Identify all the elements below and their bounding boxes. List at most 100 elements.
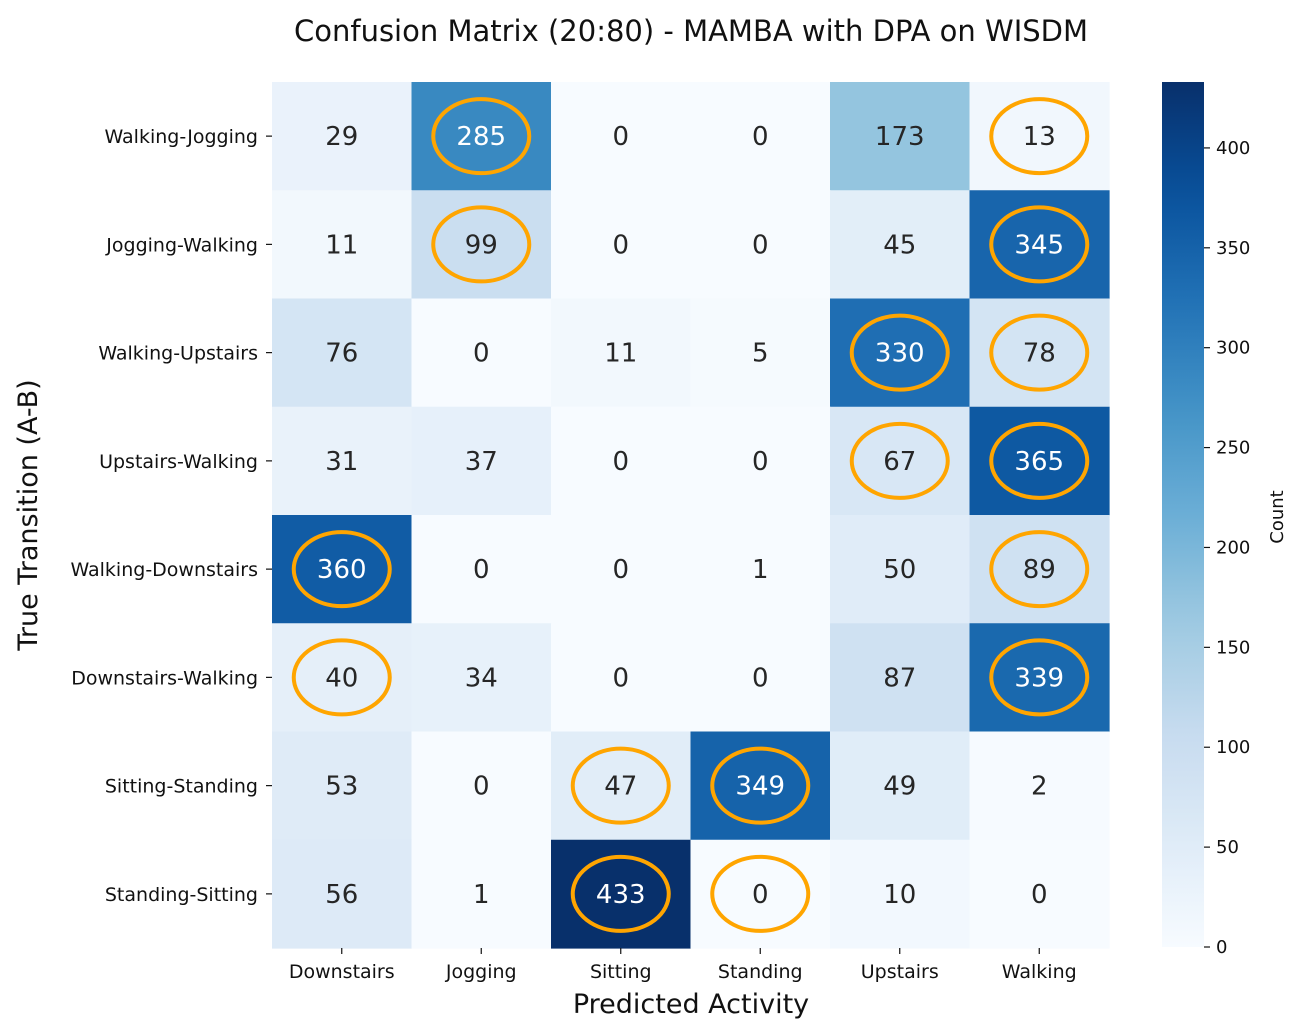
cell-value-label: 0 — [612, 122, 629, 152]
colorbar-tick-label: 300 — [1216, 338, 1250, 359]
heatmap-cell — [272, 406, 413, 516]
colorbar-tick-label: 150 — [1216, 637, 1250, 658]
y-tick-label: Walking-Jogging — [104, 126, 258, 148]
cell-value-label: 67 — [883, 447, 916, 477]
cell-value-label: 45 — [883, 230, 916, 260]
colorbar-tick-label: 0 — [1216, 937, 1227, 958]
heatmap-cell — [272, 190, 413, 300]
y-tick-label: Upstairs-Walking — [99, 451, 258, 473]
cell-value-label: 5 — [752, 339, 769, 369]
heatmap-cell — [411, 623, 552, 733]
x-tick-label: Downstairs — [289, 961, 395, 983]
colorbar-tick-label: 350 — [1216, 238, 1250, 259]
heatmap-cell — [690, 515, 831, 624]
cell-value-label: 87 — [883, 663, 916, 693]
heatmap-cell — [272, 82, 413, 191]
x-axis-label: Predicted Activity — [573, 989, 809, 1020]
heatmap-cell — [411, 731, 552, 841]
cell-value-label: 10 — [883, 880, 916, 910]
cell-value-label: 0 — [473, 339, 490, 369]
heatmap-cell — [551, 190, 692, 300]
cell-value-label: 0 — [1031, 880, 1048, 910]
highlight-ellipse — [989, 421, 1090, 500]
highlight-ellipse — [710, 746, 811, 825]
y-tick-label: Downstairs-Walking — [71, 667, 258, 689]
y-axis-ticks: Walking-Jogging Jogging-Walking Walking-Up… — [70, 126, 272, 906]
cell-value-label: 0 — [473, 555, 490, 585]
y-tick-label: Sitting-Standing — [105, 776, 258, 798]
colorbar-tick-label: 400 — [1216, 138, 1250, 159]
heatmap-cell — [272, 839, 413, 949]
cell-value-label: 0 — [752, 122, 769, 152]
heatmap-cell — [830, 82, 971, 191]
highlight-circles — [291, 97, 1090, 933]
heatmap-cell — [411, 839, 552, 949]
cell-value-label: 1 — [473, 880, 490, 910]
highlight-ellipse — [849, 313, 950, 392]
cell-value-label: 285 — [456, 122, 506, 152]
cell-value-label: 360 — [317, 555, 367, 585]
highlight-ellipse — [431, 97, 532, 176]
heatmap-cell — [411, 406, 552, 516]
highlight-ellipse — [570, 746, 671, 825]
y-tick-label: Walking-Upstairs — [98, 343, 258, 365]
heatmap-cell — [411, 298, 552, 408]
x-tick-label: Sitting — [590, 961, 652, 983]
cell-value-label: 76 — [325, 339, 358, 369]
cell-value-label: 0 — [752, 230, 769, 260]
highlight-ellipse — [291, 530, 392, 609]
cell-value-label: 78 — [1023, 339, 1056, 369]
cell-value-label: 34 — [465, 663, 498, 693]
y-tick-label: Standing-Sitting — [105, 884, 258, 906]
highlight-ellipse — [710, 854, 811, 933]
cell-value-label: 47 — [604, 772, 637, 802]
x-tick-label: Jogging — [445, 961, 517, 983]
heatmap-cell — [690, 298, 831, 408]
colorbar-tick-label: 100 — [1216, 737, 1250, 758]
highlight-ellipse — [989, 97, 1090, 176]
highlight-ellipse — [570, 854, 671, 933]
highlight-ellipse — [431, 205, 532, 284]
cell-value-label: 11 — [604, 339, 637, 369]
heatmap-cell — [272, 731, 413, 841]
heatmap-cell — [551, 515, 692, 624]
colorbar: 0 50 100 150 200 250 300 350 400 — [1162, 82, 1250, 958]
heatmap-cell — [830, 839, 971, 949]
cell-value-label: 365 — [1014, 447, 1064, 477]
cell-value-label: 0 — [473, 772, 490, 802]
cell-value-label: 49 — [883, 772, 916, 802]
y-tick-label: Jogging-Walking — [105, 234, 258, 256]
cell-value-label: 0 — [752, 663, 769, 693]
heatmap-cell — [411, 515, 552, 624]
y-tick-label: Walking-Downstairs — [70, 559, 258, 581]
cell-value-label: 31 — [325, 447, 358, 477]
cell-value-label: 50 — [883, 555, 916, 585]
cell-value-label: 2 — [1031, 772, 1048, 802]
colorbar-label: Count — [1267, 490, 1288, 543]
heatmap-cell — [690, 406, 831, 516]
cell-value-label: 0 — [752, 880, 769, 910]
cell-value-label: 37 — [465, 447, 498, 477]
x-tick-label: Upstairs — [861, 961, 939, 983]
highlight-ellipse — [989, 205, 1090, 284]
heatmap-cell — [551, 406, 692, 516]
heatmap-cell — [272, 298, 413, 408]
y-axis-label: True Transition (A-B) — [13, 379, 44, 651]
heatmap-cell — [690, 190, 831, 300]
heatmap-cell — [969, 731, 1110, 841]
cell-value-label: 0 — [612, 555, 629, 585]
cell-value-label: 349 — [735, 772, 785, 802]
cell-value-label: 330 — [875, 339, 925, 369]
cell-value-label: 433 — [596, 880, 646, 910]
heatmap-cell — [830, 731, 971, 841]
x-tick-label: Standing — [718, 961, 803, 983]
chart-title: Confusion Matrix (20:80) - MAMBA with DP… — [294, 14, 1088, 48]
highlight-ellipse — [989, 530, 1090, 609]
heatmap-cell — [551, 298, 692, 408]
highlight-ellipse — [989, 313, 1090, 392]
heatmap-cell — [830, 190, 971, 300]
cell-value-label: 0 — [612, 230, 629, 260]
cell-value-label: 53 — [325, 772, 358, 802]
